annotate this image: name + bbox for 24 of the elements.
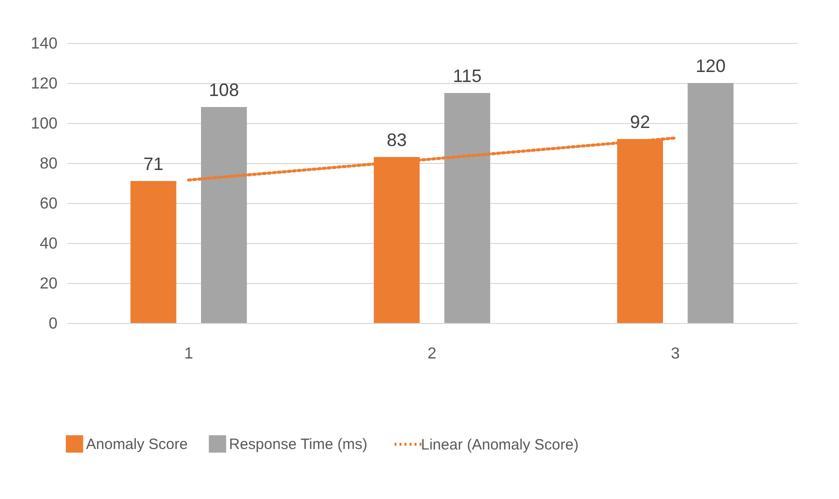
y-tick-label: 20 — [40, 276, 58, 292]
data-label: 120 — [696, 56, 726, 76]
data-label: 115 — [452, 66, 482, 86]
legend-label: Linear (Anomaly Score) — [421, 436, 579, 454]
y-tick-label: 120 — [30, 76, 58, 92]
bar — [688, 83, 734, 323]
bar — [130, 181, 176, 323]
data-label: 92 — [630, 112, 650, 132]
bar — [444, 93, 490, 323]
y-tick-label: 0 — [48, 316, 58, 332]
x-tick-label: 2 — [428, 346, 437, 362]
data-label: 83 — [386, 130, 407, 150]
x-tick-label: 1 — [184, 346, 194, 362]
y-tick-label: 80 — [40, 156, 58, 172]
legend-label: Response Time (ms) — [229, 436, 368, 453]
x-tick-label: 3 — [670, 346, 680, 362]
y-tick-label: 100 — [30, 116, 58, 132]
y-tick-label: 60 — [40, 196, 58, 212]
data-label: 108 — [208, 80, 239, 100]
y-tick-label: 40 — [40, 236, 58, 252]
bar — [201, 107, 247, 323]
data-label: 71 — [143, 154, 164, 174]
y-tick-label: 140 — [30, 36, 58, 52]
legend-label: Anomaly Score — [86, 436, 188, 453]
